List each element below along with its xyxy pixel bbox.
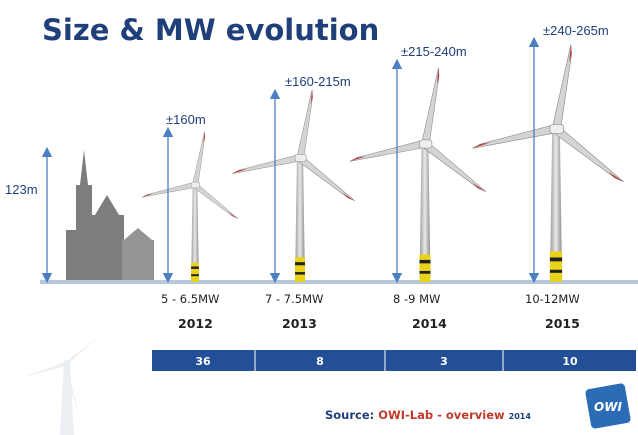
count: 36 [195,355,211,368]
table-row [152,350,636,371]
turbine-height: ±160-215m [285,74,351,89]
cathedral [66,150,154,280]
power: 7 - 7.5MW [265,292,323,306]
logo-text: OWI [594,400,622,414]
count-table: 36 8 3 10 [152,350,636,371]
turbine [471,44,625,282]
turbine-height: ±240-265m [543,23,609,38]
year: 2015 [545,316,580,331]
turbine [349,67,488,282]
count: 3 [440,355,448,368]
turbine [232,89,357,282]
turbine-height: ±215-240m [401,44,467,59]
power: 10-12MW [525,292,580,306]
count: 10 [562,355,578,368]
source-prefix: Source: [325,408,374,422]
power: 5 - 6.5MW [161,292,219,306]
title: Size & MW evolution [42,13,379,47]
turbine-height: ±160m [166,112,206,127]
year: 2012 [178,316,213,331]
year: 2014 [412,316,447,331]
count: 8 [316,355,324,368]
power: 8 -9 MW [393,292,440,306]
turbine [141,131,239,282]
ground [40,280,638,284]
year: 2013 [282,316,317,331]
source-year: 2014 [509,412,532,421]
decor-turbine [20,335,100,435]
source: Source: OWI-Lab - overview 2014 [325,408,531,422]
reference-height: 123m [5,182,38,197]
source-text: OWI-Lab - overview [378,408,505,422]
logo: OWI [585,383,631,429]
